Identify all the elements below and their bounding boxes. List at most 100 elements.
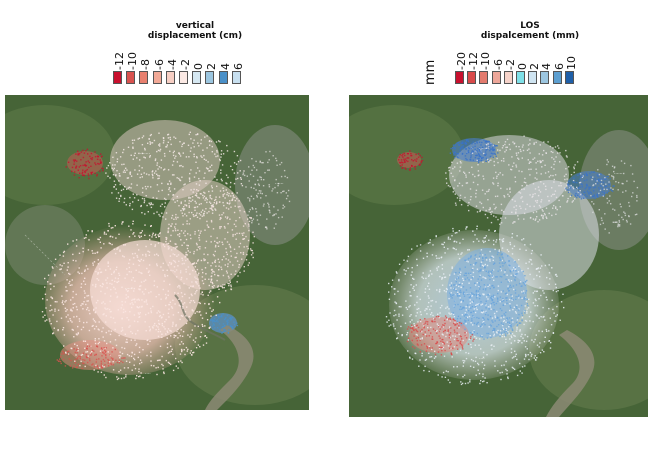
map-point — [432, 338, 434, 340]
map-point — [130, 183, 133, 185]
left-legend-tick: 0 — [192, 63, 206, 70]
map-point — [201, 323, 203, 326]
map-point — [181, 176, 183, 178]
map-point — [438, 315, 440, 318]
map-point — [206, 201, 208, 204]
map-point — [526, 312, 528, 314]
map-point — [190, 354, 193, 356]
map-point — [91, 296, 93, 298]
map-point — [212, 228, 215, 230]
map-point — [210, 275, 213, 277]
map-point — [182, 343, 184, 345]
map-point — [210, 278, 213, 280]
map-point — [207, 161, 209, 163]
map-point — [162, 269, 164, 271]
map-point — [484, 193, 486, 195]
map-point — [503, 300, 505, 302]
map-point — [178, 304, 180, 307]
map-point — [95, 283, 97, 286]
map-point — [99, 241, 101, 243]
map-point — [179, 353, 182, 355]
map-point — [485, 153, 487, 155]
map-point — [219, 159, 221, 162]
map-point — [425, 277, 427, 280]
map-point — [492, 301, 494, 304]
map-point — [122, 255, 124, 257]
map-point — [503, 195, 505, 197]
map-point — [227, 265, 229, 268]
map-point — [497, 370, 499, 372]
map-point — [385, 316, 388, 318]
map-point — [174, 226, 176, 228]
map-point — [193, 139, 195, 141]
map-point — [515, 305, 517, 308]
map-point — [118, 233, 120, 235]
map-point — [167, 312, 170, 314]
map-point — [184, 230, 186, 232]
map-point — [422, 333, 424, 336]
left-legend-tick: 2 — [205, 63, 219, 70]
map-point — [505, 149, 507, 151]
map-point — [112, 369, 115, 371]
map-point — [454, 179, 456, 181]
map-point — [440, 256, 443, 258]
map-point — [515, 208, 517, 211]
map-point — [523, 218, 525, 220]
map-point — [420, 344, 423, 346]
map-point — [148, 264, 151, 266]
map-point — [75, 239, 78, 241]
map-point — [138, 249, 140, 251]
map-point — [69, 280, 71, 283]
map-point — [252, 208, 254, 210]
map-point — [414, 168, 417, 170]
map-point — [268, 184, 270, 186]
map-point — [597, 182, 599, 185]
map-point — [480, 311, 483, 314]
map-point — [131, 208, 134, 211]
map-point — [217, 155, 219, 157]
map-point — [269, 211, 271, 214]
map-point — [459, 297, 461, 299]
map-point — [44, 314, 46, 316]
map-point — [494, 360, 496, 362]
map-point — [86, 348, 88, 350]
map-point — [165, 241, 167, 243]
map-point — [504, 303, 506, 305]
map-point — [418, 307, 420, 310]
map-point — [517, 271, 520, 273]
map-point — [140, 235, 142, 238]
map-point — [456, 293, 459, 295]
map-point — [118, 198, 121, 200]
map-point — [186, 350, 188, 352]
map-point — [567, 189, 569, 191]
map-point — [487, 285, 489, 287]
map-point — [177, 328, 179, 331]
map-point — [167, 183, 169, 185]
map-point — [261, 162, 263, 164]
map-point — [489, 315, 492, 318]
map-point — [94, 338, 96, 340]
map-point — [443, 324, 445, 327]
map-point — [506, 332, 509, 334]
map-point — [447, 329, 449, 331]
map-point — [442, 324, 444, 326]
map-point — [68, 358, 70, 360]
map-point — [134, 367, 137, 370]
map-point — [136, 254, 138, 257]
map-point — [404, 161, 406, 163]
map-point — [415, 326, 417, 328]
map-point — [275, 223, 277, 225]
map-point — [166, 144, 168, 146]
map-point — [497, 251, 499, 253]
map-point — [427, 242, 430, 244]
map-point — [462, 148, 465, 150]
map-point — [114, 348, 116, 351]
map-point — [102, 301, 104, 303]
map-point — [492, 263, 495, 265]
map-point — [129, 311, 131, 313]
map-point — [453, 289, 455, 291]
map-point — [546, 276, 548, 279]
map-point — [551, 299, 553, 301]
map-point — [514, 340, 516, 342]
map-point — [524, 297, 527, 299]
